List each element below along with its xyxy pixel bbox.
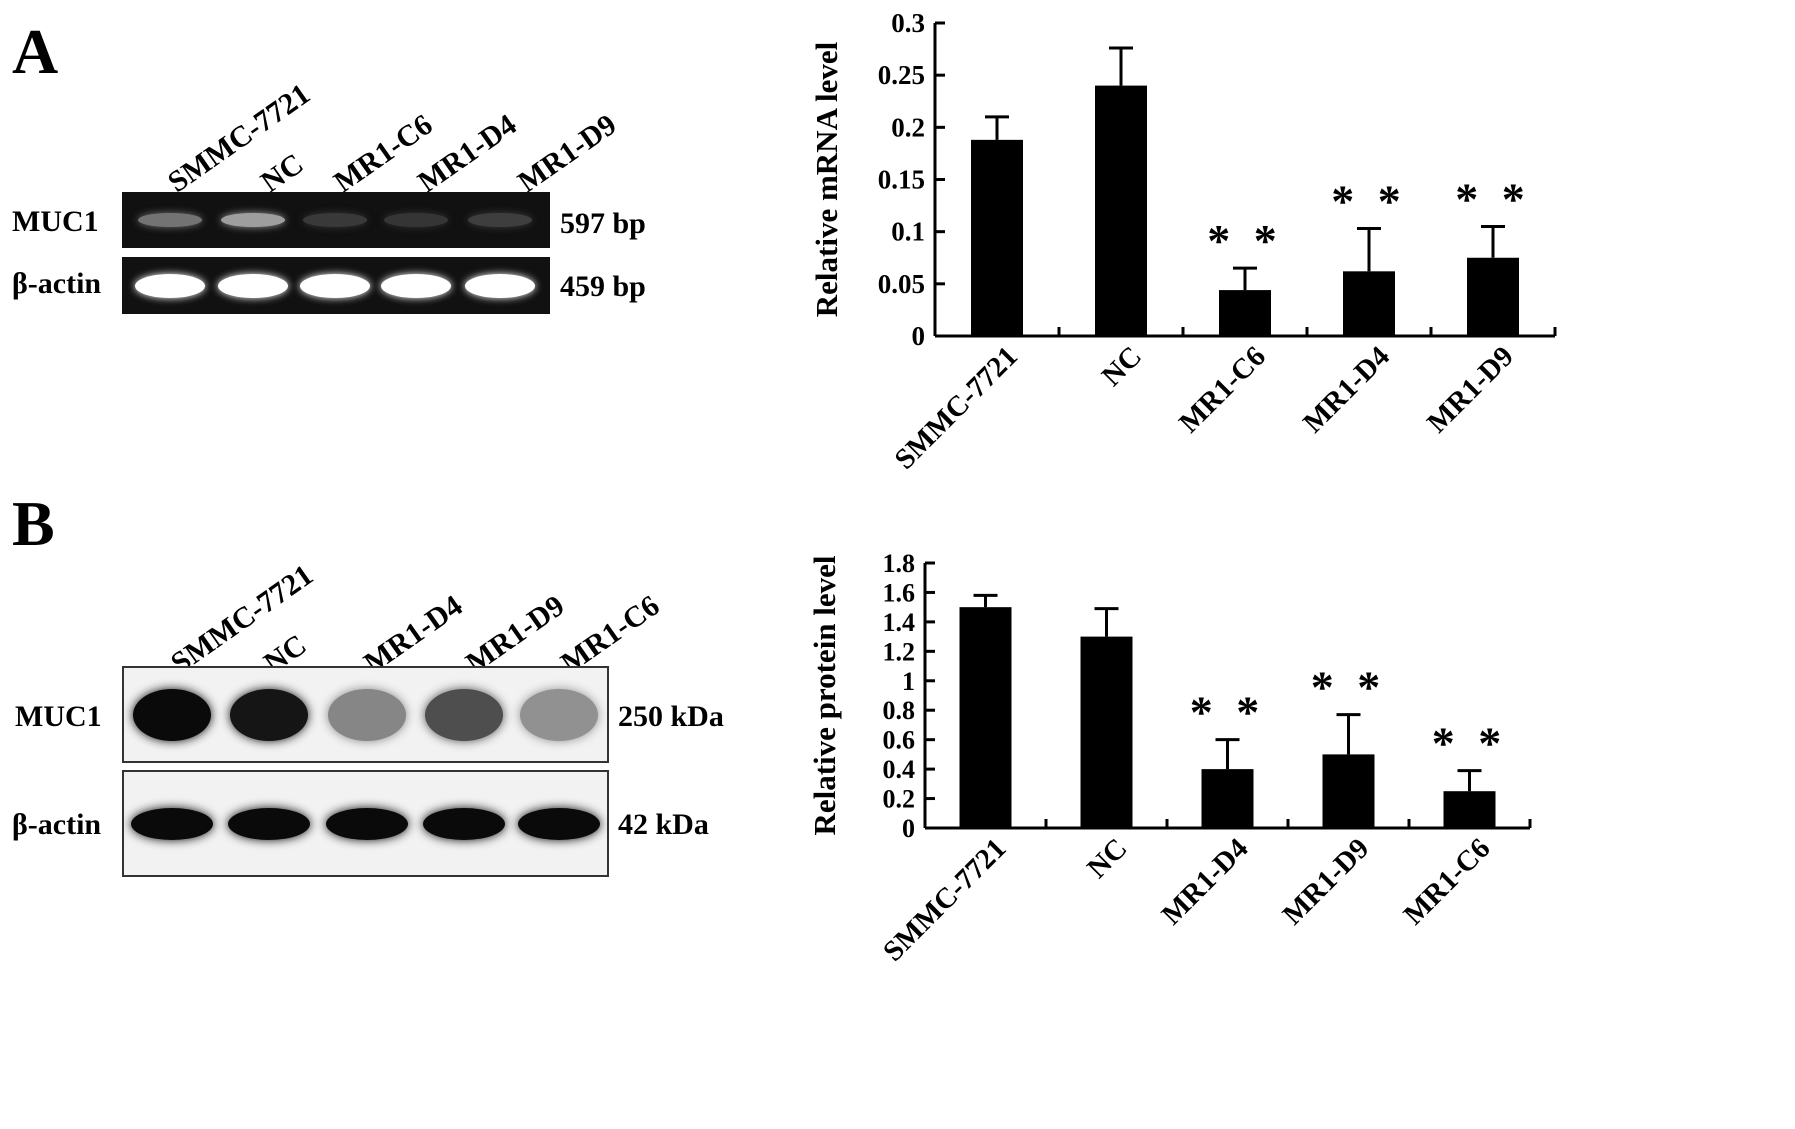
panel-letter-a: A [12, 16, 59, 87]
gel-band [230, 688, 308, 741]
chart-a-y-tick-label: 0 [912, 321, 926, 351]
gel-band [218, 273, 288, 298]
chart-b-y-tick-label: 1 [902, 667, 915, 696]
gel-band [138, 213, 202, 227]
chart-b-category-label: MR1-D4 [1156, 832, 1255, 931]
chart-b-y-tick-label: 0.2 [883, 785, 916, 814]
chart-b-y-tick-label: 0.4 [883, 755, 916, 784]
chart-b-bar [1201, 769, 1254, 828]
chart-b-category-label: NC [1081, 832, 1133, 884]
gel-band [135, 273, 205, 298]
chart-b-y-tick-label: 1.2 [883, 637, 916, 666]
chart-b-y-tick-label: 1.6 [883, 578, 916, 607]
chart-b-y-tick-label: 1.8 [883, 549, 916, 578]
chart-b-bar [1322, 754, 1375, 828]
gel-a-size-label-muc1: 597 bp [560, 207, 646, 240]
gel-a-strip-muc1 [122, 192, 550, 248]
chart-a-y-tick-label: 0.3 [891, 8, 925, 38]
gel-band [228, 807, 310, 840]
chart-b-y-tick-label: 0.8 [883, 696, 916, 725]
gel-a-row-label-actin: β-actin [12, 267, 102, 300]
chart-a-y-tick-label: 0.05 [878, 269, 925, 299]
gel-band [423, 807, 505, 840]
chart-b-significance-label: * * [1432, 718, 1508, 769]
gel-band [425, 688, 503, 741]
chart-a-bar [1343, 271, 1395, 336]
gel-band [133, 688, 211, 741]
chart-a-y-axis-label: Relative mRNA level [809, 41, 844, 317]
chart-a-mrna: 0 0.05 0.1 0.15 0.2 0.25 0.3 Relative mRNA leve… [809, 8, 1557, 476]
chart-a-bar [971, 139, 1023, 336]
gel-a-row-label-muc1: MUC1 [12, 205, 99, 238]
chart-b-significance-label: * * [1311, 662, 1387, 713]
chart-b-category-label: MR1-D9 [1277, 832, 1376, 931]
chart-a-y-tick-label: 0.15 [878, 165, 925, 195]
gel-band [221, 213, 285, 227]
chart-a-y-tick-label: 0.25 [878, 60, 925, 90]
gel-a-size-label-actin: 459 bp [560, 270, 646, 303]
gel-band [384, 213, 448, 227]
gel-band [300, 273, 370, 298]
gel-b-size-label-muc1: 250 kDa [618, 700, 724, 733]
chart-b-category-label: MR1-C6 [1398, 832, 1497, 931]
gel-b-size-label-actin: 42 kDa [618, 808, 709, 841]
gel-a-strip-actin [122, 257, 550, 314]
chart-b-significance-label: * * [1190, 687, 1266, 738]
chart-b-bar [1080, 636, 1133, 828]
chart-b-category-label: SMMC-7721 [877, 832, 1012, 967]
chart-a-significance-label: * * [1455, 173, 1531, 224]
gel-b-strip-actin [122, 770, 609, 877]
chart-a-bar [1467, 257, 1519, 336]
gel-band [131, 807, 213, 840]
gel-b-row-label-actin: β-actin [12, 808, 102, 841]
chart-a-significance-label: * * [1207, 215, 1283, 266]
gel-band [518, 807, 600, 840]
gel-band [328, 688, 406, 741]
gel-band [468, 213, 532, 227]
chart-b-y-axis-label: Relative protein level [807, 555, 842, 835]
chart-a-bar [1219, 290, 1271, 336]
chart-b-y-tick-label: 1.4 [883, 608, 916, 637]
gel-b-strip-muc1 [122, 666, 609, 763]
gel-b-row-label-muc1: MUC1 [15, 700, 102, 733]
panel-letter-b: B [12, 488, 55, 559]
chart-a-significance-label: * * [1331, 176, 1407, 227]
chart-b-bar [1443, 791, 1496, 828]
gel-band [381, 273, 451, 298]
gel-band [465, 273, 535, 298]
chart-a-bar [1095, 85, 1147, 336]
chart-b-bar [959, 607, 1012, 828]
gel-band [520, 688, 598, 741]
gel-band [303, 213, 367, 227]
chart-a-y-tick-label: 0.2 [891, 112, 925, 142]
chart-a-y-tick-label: 0.1 [891, 217, 925, 247]
gel-band [326, 807, 408, 840]
chart-b-y-tick-label: 0.6 [883, 726, 916, 755]
chart-b-y-tick-label: 0 [902, 814, 915, 843]
